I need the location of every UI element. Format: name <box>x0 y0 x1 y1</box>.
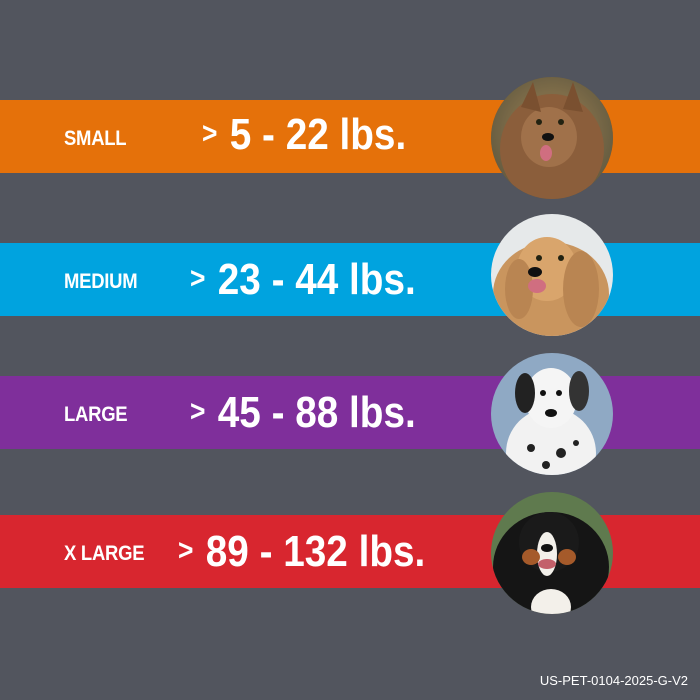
weight-range-text: 5 - 22 lbs. <box>229 110 407 159</box>
arrow-icon: > <box>178 534 194 567</box>
norwich-terrier-photo <box>491 77 613 199</box>
size-label: SMALL <box>64 127 127 150</box>
dalmatian-photo <box>491 353 613 475</box>
weight-range-text: 23 - 44 lbs. <box>217 255 416 304</box>
weight-range: >5 - 22 lbs. <box>202 110 406 160</box>
bernese-mountain-dog-photo <box>491 492 613 614</box>
cocker-spaniel-photo <box>491 214 613 336</box>
weight-range: >45 - 88 lbs. <box>190 388 416 438</box>
weight-range: >89 - 132 lbs. <box>178 527 425 577</box>
arrow-icon: > <box>202 117 218 150</box>
weight-range-text: 45 - 88 lbs. <box>217 388 416 437</box>
weight-range: >23 - 44 lbs. <box>190 255 416 305</box>
arrow-icon: > <box>190 262 206 295</box>
size-label: LARGE <box>64 403 128 426</box>
weight-range-text: 89 - 132 lbs. <box>205 527 426 576</box>
size-label: X LARGE <box>64 542 145 565</box>
size-label: MEDIUM <box>64 270 138 293</box>
document-code: US-PET-0104-2025-G-V2 <box>539 673 688 688</box>
arrow-icon: > <box>190 395 206 428</box>
